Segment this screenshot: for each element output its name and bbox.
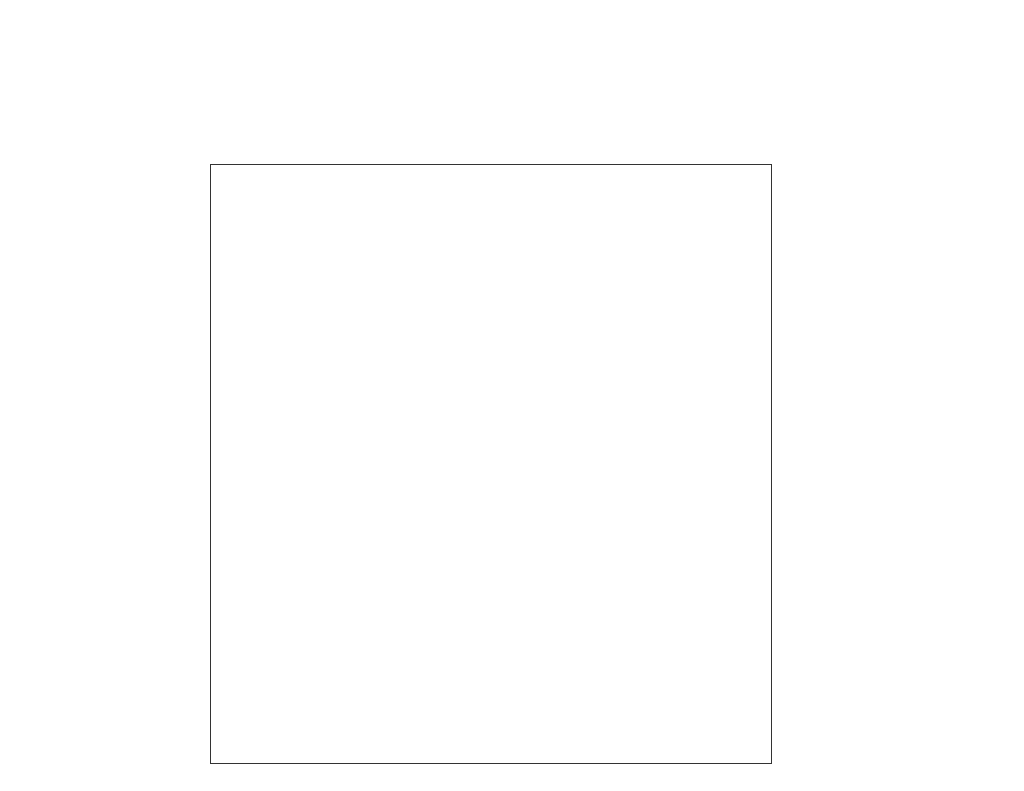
plot-2d-noesy xyxy=(210,164,772,764)
x-axis xyxy=(210,763,770,787)
projection-left-1d xyxy=(0,164,206,762)
projection-top-1d xyxy=(210,40,770,160)
y-axis xyxy=(772,164,822,762)
